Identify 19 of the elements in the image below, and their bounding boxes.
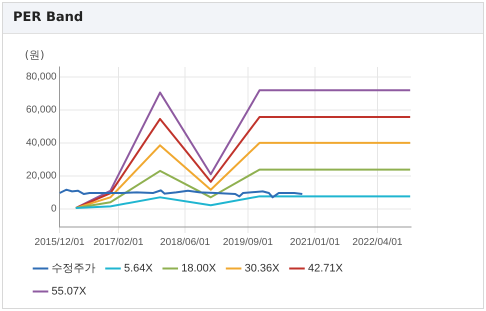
chart-title: PER Band [13,10,84,25]
x-tick-label: 2015/12/01 [34,236,86,248]
y-tick-label: 80,000 [26,72,58,83]
x-tick-label: 2021/01/01 [290,236,340,248]
legend-label: 18.00X [181,262,217,275]
y-tick-label: 40,000 [26,138,58,149]
x-tick-label: 2017/02/01 [93,236,144,248]
x-tick-label: 2019/09/01 [222,236,274,248]
legend-label: 42.71X [308,262,344,275]
x-tick-label: 2018/06/01 [160,236,211,248]
legend-label: 5.64X [124,262,154,275]
legend-label: 30.36X [244,262,280,275]
y-tick-label: 20,000 [26,170,58,182]
y-tick-label: 0 [51,204,58,215]
x-tick-label: 2022/04/01 [352,236,403,248]
legend-label: 55.07X [52,286,88,298]
legend-label: 수정주가 [52,262,96,275]
y-tick-label: 60,000 [26,104,58,116]
y-axis-title: (원) [24,48,44,62]
